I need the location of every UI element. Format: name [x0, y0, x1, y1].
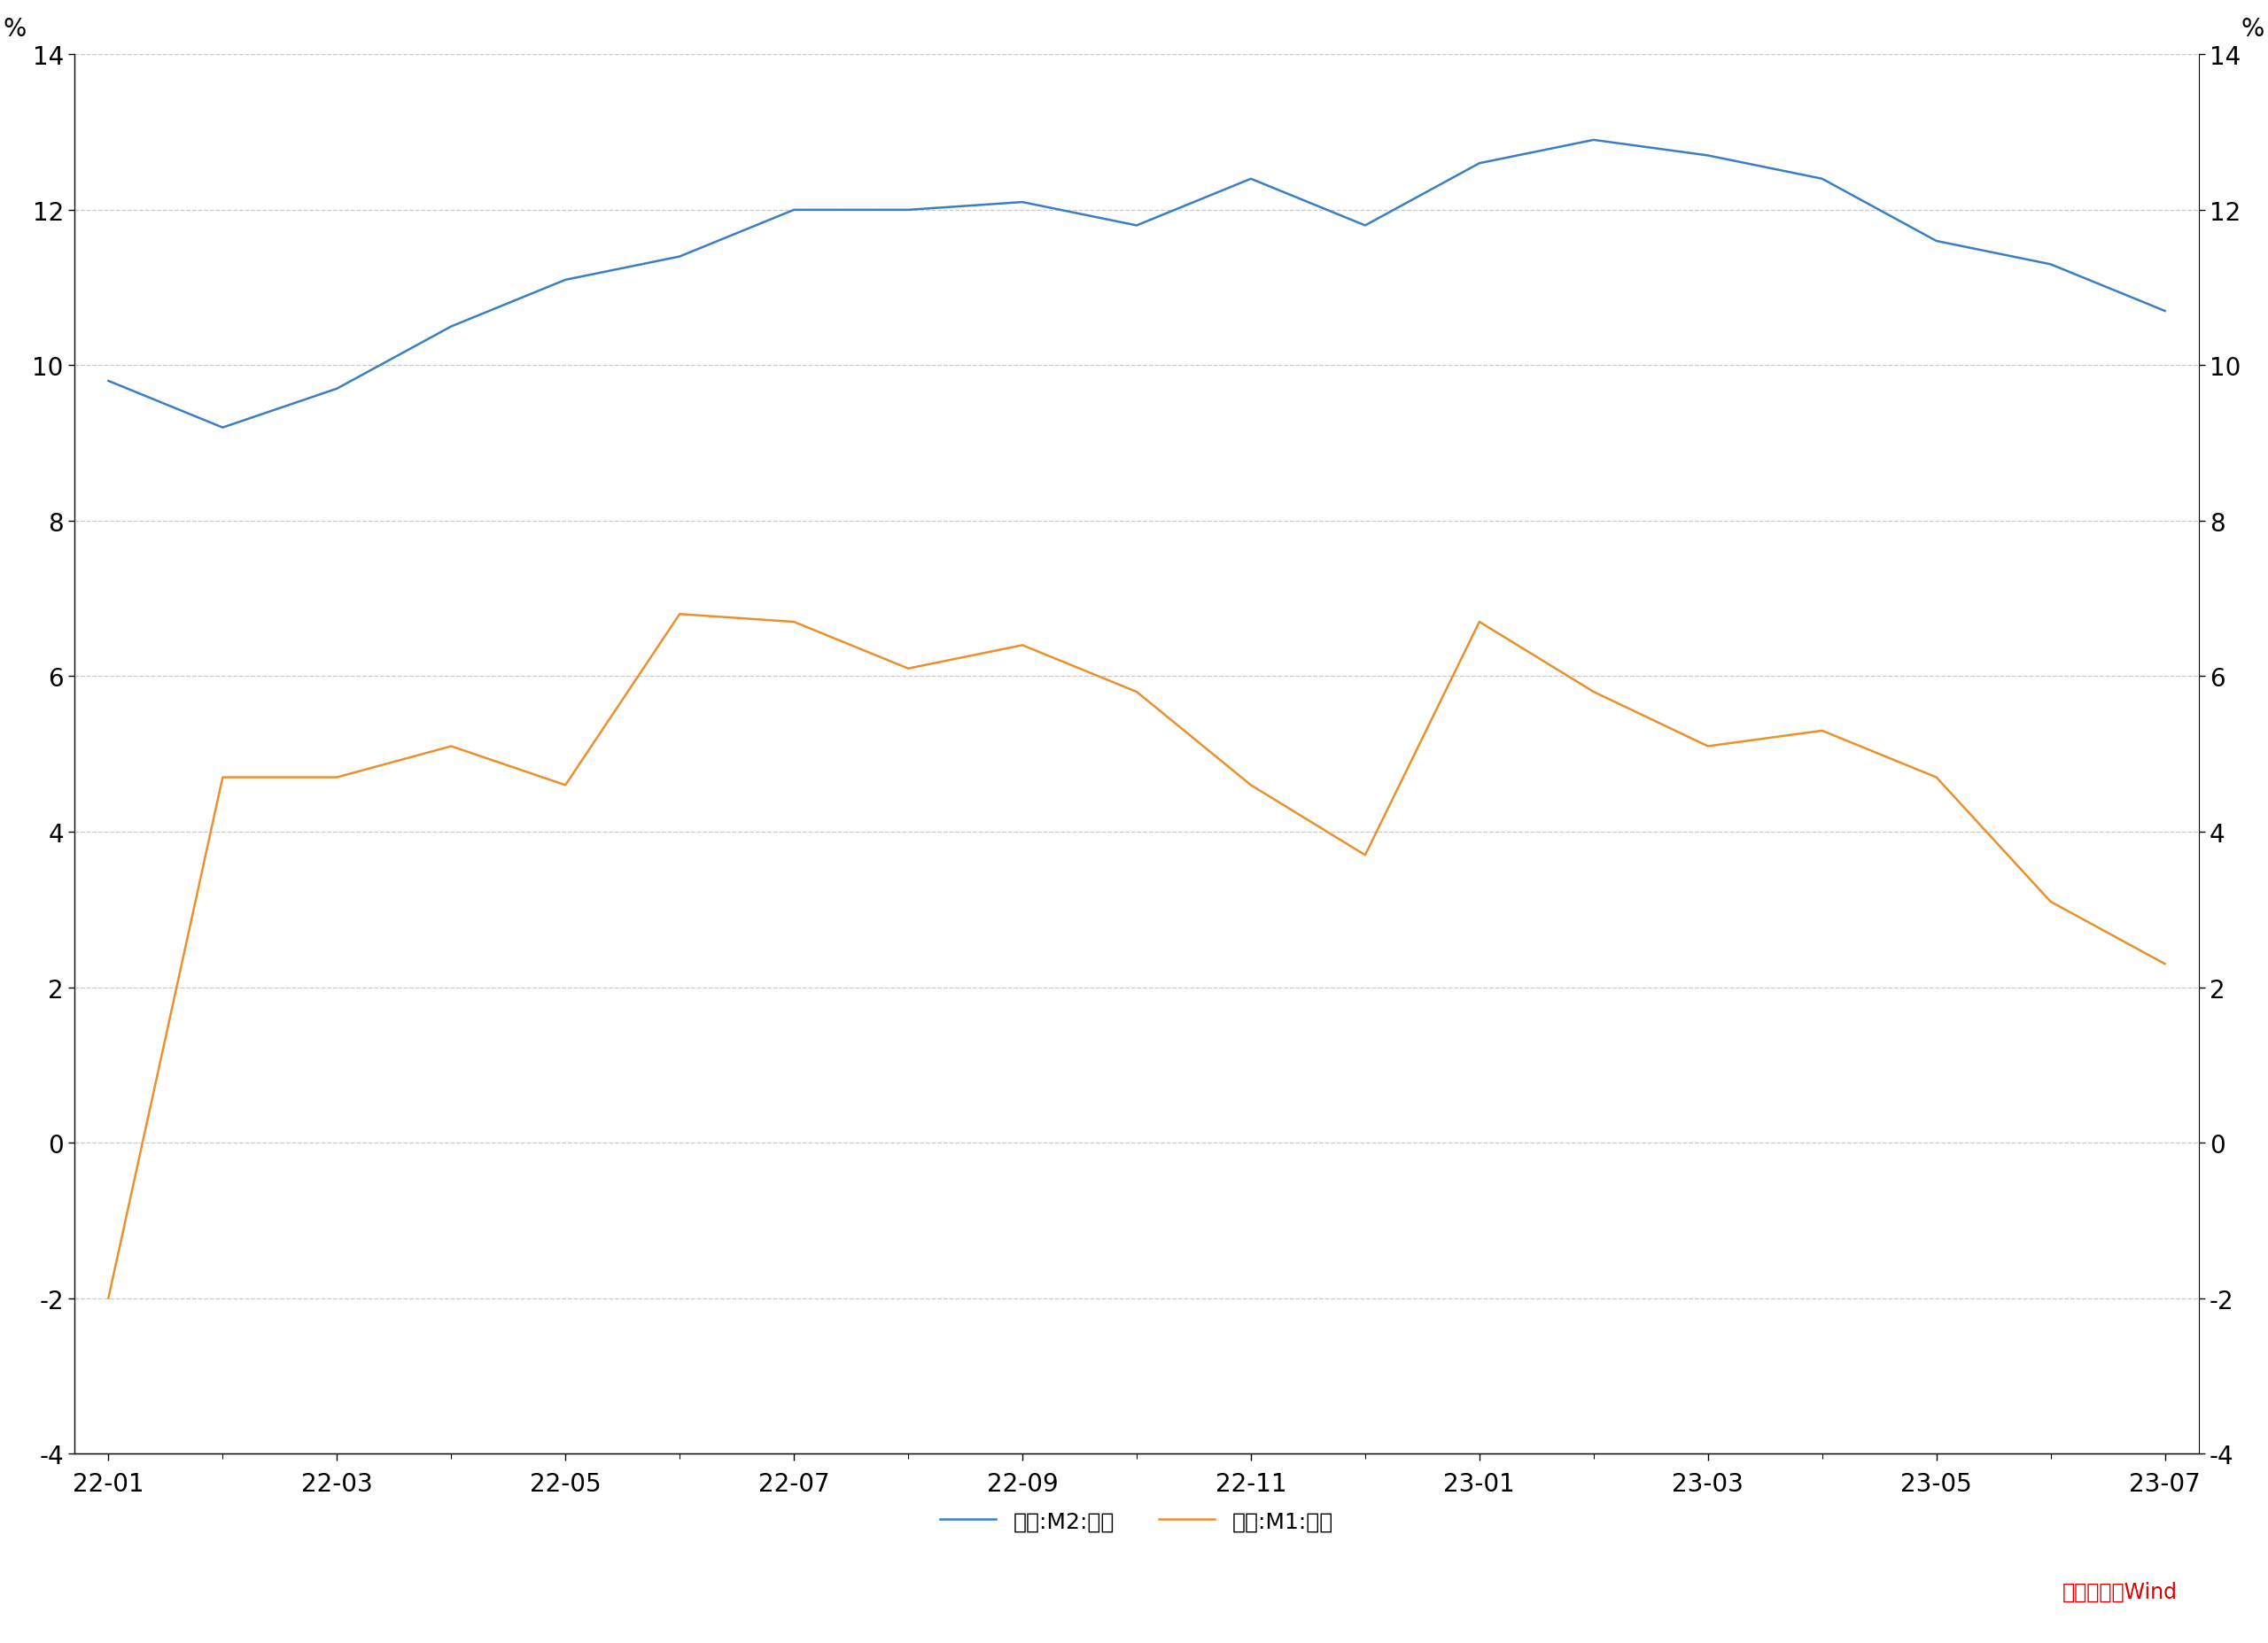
Y-axis label: %: % — [2241, 16, 2263, 41]
中国:M1:同比 — [209, 767, 236, 787]
中国:M1:同比 — [2152, 955, 2180, 974]
Legend: 中国:M2:同比, 中国:M1:同比: 中国:M2:同比, 中国:M1:同比 — [932, 1502, 1343, 1541]
中国:M2:同比 — [667, 248, 694, 268]
中国:M2:同比 — [209, 419, 236, 439]
中国:M1:同比 — [667, 605, 694, 624]
中国:M1:同比 — [551, 775, 578, 795]
中国:M2:同比 — [1123, 217, 1150, 237]
中国:M1:同比 — [780, 613, 807, 633]
中国:M2:同比 — [1808, 169, 1835, 189]
中国:M2:同比 — [1009, 192, 1036, 212]
中国:M2:同比 — [2152, 302, 2180, 322]
中国:M1:同比 — [1694, 736, 1721, 756]
中国:M2:同比 — [780, 200, 807, 220]
中国:M2:同比 — [1465, 154, 1492, 174]
中国:M2:同比 — [551, 271, 578, 291]
中国:M1:同比 — [894, 659, 921, 679]
中国:M1:同比 — [1581, 682, 1608, 702]
Line: 中国:M2:同比: 中国:M2:同比 — [109, 141, 2166, 429]
中国:M1:同比 — [95, 1288, 122, 1308]
中国:M2:同比 — [95, 371, 122, 391]
中国:M1:同比 — [2037, 892, 2064, 912]
Line: 中国:M1:同比: 中国:M1:同比 — [109, 614, 2166, 1298]
中国:M2:同比 — [1923, 232, 1950, 251]
中国:M1:同比 — [438, 736, 465, 756]
中国:M1:同比 — [1009, 636, 1036, 656]
中国:M2:同比 — [324, 380, 352, 399]
中国:M2:同比 — [2037, 255, 2064, 274]
中国:M1:同比 — [1238, 775, 1266, 795]
中国:M1:同比 — [1123, 682, 1150, 702]
Y-axis label: %: % — [2, 16, 27, 41]
中国:M1:同比 — [1808, 721, 1835, 741]
中国:M2:同比 — [1694, 146, 1721, 166]
Text: 数据来源：Wind: 数据来源：Wind — [2062, 1581, 2177, 1602]
中国:M2:同比 — [438, 317, 465, 337]
中国:M2:同比 — [894, 200, 921, 220]
中国:M1:同比 — [324, 767, 352, 787]
中国:M2:同比 — [1581, 131, 1608, 151]
中国:M1:同比 — [1465, 613, 1492, 633]
中国:M2:同比 — [1238, 169, 1266, 189]
中国:M2:同比 — [1352, 217, 1379, 237]
中国:M1:同比 — [1352, 846, 1379, 866]
中国:M1:同比 — [1923, 767, 1950, 787]
